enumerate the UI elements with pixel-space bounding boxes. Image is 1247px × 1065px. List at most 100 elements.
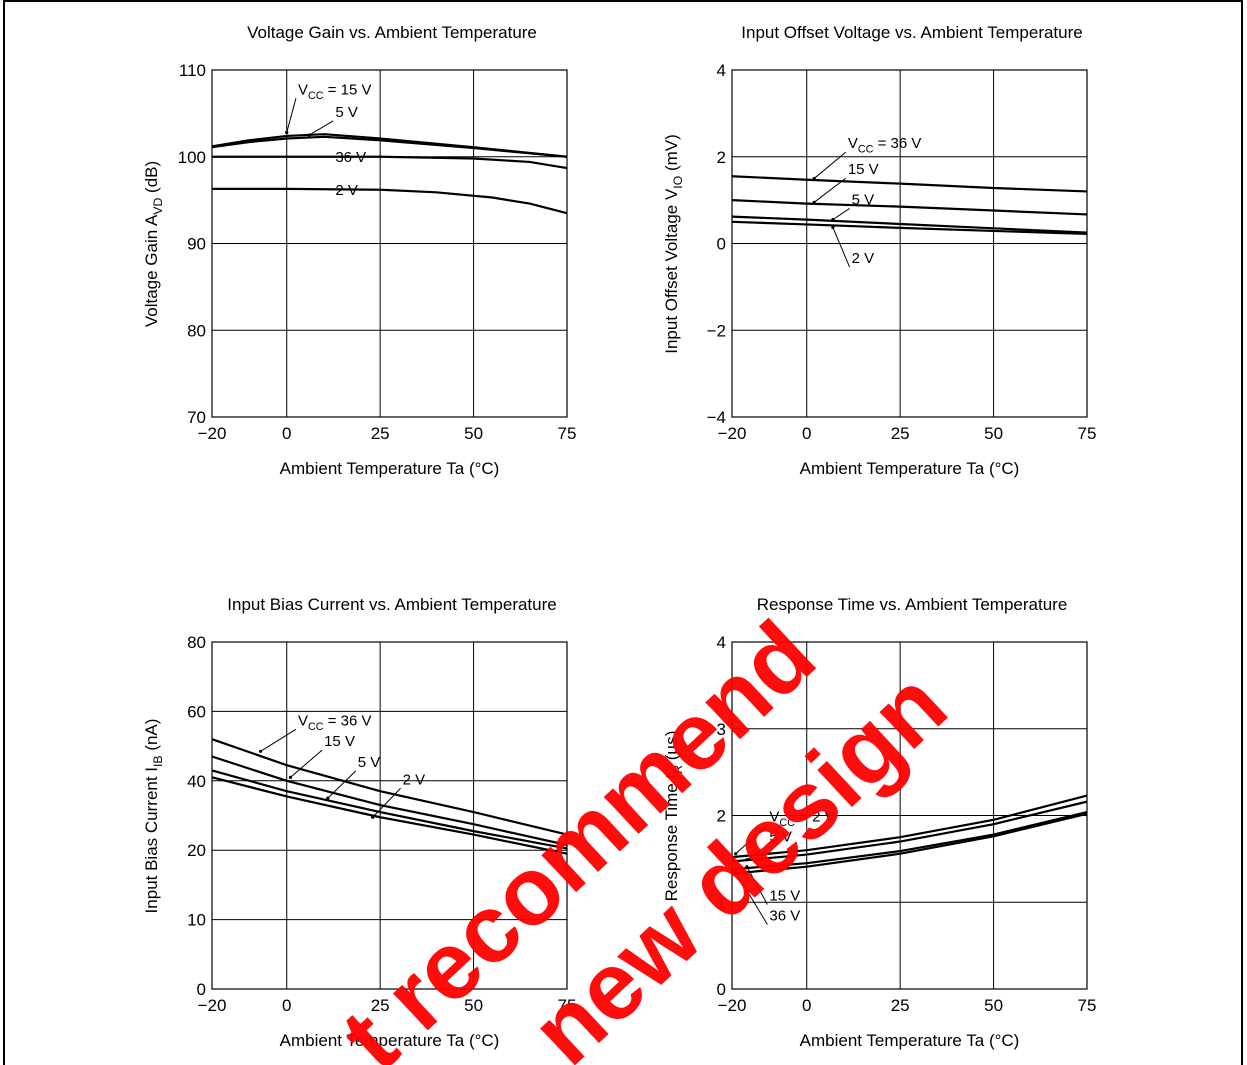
annotation-leader: [813, 177, 847, 203]
y-tick-label: −2: [707, 321, 726, 340]
series-line: [731, 800, 1088, 863]
page-border-top: [3, 0, 1243, 2]
x-tick-label: 0: [802, 996, 811, 1015]
chart-title: Input Bias Current vs. Ambient Temperatu…: [227, 595, 556, 614]
x-tick-label: 75: [558, 996, 577, 1015]
series-line: [211, 769, 568, 850]
x-tick-label: −20: [718, 996, 747, 1015]
y-tick-label: 100: [178, 148, 206, 167]
y-tick-label: 70: [187, 408, 206, 427]
y-axis-label: Voltage Gain AVD (dB): [142, 161, 165, 327]
y-tick-label: 2: [717, 807, 726, 826]
series-annotation: 2 V: [403, 771, 426, 788]
annotation-arrowhead: [307, 133, 311, 137]
x-axis-label: Ambient Temperature Ta (°C): [800, 459, 1020, 478]
series-line: [731, 220, 1088, 236]
annotation-leader: [290, 749, 323, 778]
x-tick-label: 75: [1078, 424, 1097, 443]
y-tick-label: 10: [187, 911, 206, 930]
annotation-arrowhead: [812, 200, 816, 204]
series-line: [211, 135, 568, 158]
x-tick-label: 25: [371, 424, 390, 443]
y-tick-label: 4: [717, 61, 726, 80]
series-line: [211, 133, 568, 158]
chart-title: Voltage Gain vs. Ambient Temperature: [247, 23, 537, 42]
series-line: [211, 755, 568, 847]
series-line: [731, 810, 1088, 871]
series-annotation: 5 V: [335, 104, 358, 121]
annotation-leader: [260, 728, 297, 752]
y-tick-label: 0: [717, 235, 726, 254]
series-annotation: 5 V: [769, 829, 792, 846]
annotation-leader: [832, 208, 850, 221]
y-axis-label: Input Offset Voltage VIO (mV): [662, 134, 685, 354]
x-tick-label: 0: [802, 424, 811, 443]
annotation-leader: [308, 120, 334, 136]
annotation-leader: [813, 151, 847, 179]
annotation-leader: [735, 825, 768, 855]
chart-voltage-gain: Voltage Gain vs. Ambient Temperature −20 0…: [142, 23, 576, 478]
chart-input-bias-current: Input Bias Current vs. Ambient Temperatu…: [142, 595, 576, 1050]
series-annotation: VCC = 36 V: [848, 135, 922, 156]
x-tick-label: 75: [1078, 996, 1097, 1015]
y-tick-label: 80: [187, 321, 206, 340]
chart-input-offset-voltage: Input Offset Voltage vs. Ambient Tempera…: [662, 23, 1096, 478]
series-line: [212, 187, 568, 215]
series-annotation: VCC = 2 V: [769, 809, 834, 830]
series-line: [731, 812, 1088, 875]
x-tick-label: −20: [198, 424, 227, 443]
y-tick-label: 110: [179, 61, 206, 80]
y-tick-label: 0: [197, 980, 206, 999]
plot-frame: [211, 69, 568, 418]
series-annotation: VCC = 15 V: [298, 81, 372, 102]
x-tick-label: 50: [464, 424, 483, 443]
series-annotation: 5 V: [358, 754, 381, 771]
x-axis-label: Ambient Temperature Ta (°C): [800, 1031, 1020, 1050]
y-tick-label: 60: [187, 702, 206, 721]
x-tick-label: 25: [371, 996, 390, 1015]
annotation-arrowhead: [258, 749, 263, 753]
annotation-leader: [746, 845, 768, 861]
annotation-arrowhead: [326, 796, 330, 800]
y-tick-label: 80: [187, 633, 206, 652]
page-border-left: [3, 0, 5, 1065]
y-tick-label: 40: [187, 772, 206, 791]
series-annotation: 2 V: [852, 250, 875, 267]
y-axis-label: Response Time tR (µs): [662, 731, 685, 902]
y-tick-label: 4: [717, 633, 726, 652]
series-annotation: 36 V: [335, 149, 366, 166]
series-annotation: 5 V: [852, 191, 875, 208]
series-annotation: VCC = 36 V: [298, 712, 372, 733]
plot-frame: [211, 641, 568, 990]
x-axis-label: Ambient Temperature Ta (°C): [280, 1031, 500, 1050]
annotation-leader: [832, 227, 851, 268]
annotation-arrowhead: [734, 870, 738, 874]
watermark: t recommend new design: [321, 601, 966, 1065]
x-tick-label: −20: [718, 424, 747, 443]
y-axis-label-group: Voltage Gain AVD (dB): [142, 161, 165, 327]
x-tick-label: 25: [891, 996, 910, 1015]
annotation-arrowhead: [831, 225, 835, 230]
x-tick-label: 0: [282, 424, 291, 443]
x-tick-label: −20: [198, 996, 227, 1015]
series-annotation: 15 V: [848, 161, 879, 178]
y-axis-label: Input Bias Current IIB (nA): [142, 719, 165, 914]
y-tick-label: 3: [717, 720, 726, 739]
annotation-arrowhead: [734, 852, 738, 856]
plot-frame: [731, 69, 1088, 418]
annotation-leader: [735, 871, 768, 925]
y-axis-label-group: Input Bias Current IIB (nA): [142, 719, 165, 914]
annotation-arrowhead: [371, 815, 375, 819]
annotation-arrowhead: [285, 130, 289, 135]
series-annotation: 2 V: [335, 182, 358, 199]
chart-response-time: Response Time vs. Ambient Temperature −20…: [662, 595, 1096, 1050]
x-tick-label: 0: [282, 996, 291, 1015]
series-line: [212, 155, 568, 170]
x-tick-label: 50: [984, 996, 1003, 1015]
series-line: [211, 738, 568, 836]
y-tick-label: 90: [187, 235, 206, 254]
page-border-right: [1241, 0, 1243, 1065]
x-tick-label: 75: [558, 424, 577, 443]
